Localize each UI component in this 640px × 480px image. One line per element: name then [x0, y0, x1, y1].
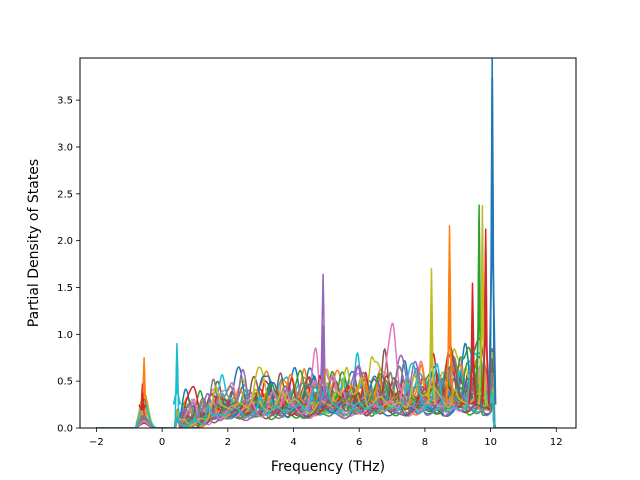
peak-line [318, 324, 328, 405]
peak-line [488, 77, 497, 405]
peak-line [427, 288, 436, 405]
y-tick-label: 0.0 [57, 424, 73, 435]
x-axis-ticks: −2 0 2 4 6 8 10 12 [89, 428, 563, 448]
series-layer [96, 58, 557, 428]
x-tick-label: 12 [550, 437, 563, 448]
y-tick-label: 1.5 [57, 283, 73, 294]
series-line [96, 347, 557, 428]
y-tick-label: 2.5 [57, 189, 73, 200]
y-tick-label: 2.0 [57, 236, 73, 247]
x-tick-label: 0 [159, 437, 165, 448]
x-tick-label: 10 [484, 437, 497, 448]
x-axis-title: Frequency (THz) [271, 459, 385, 475]
x-tick-label: −2 [89, 437, 104, 448]
y-tick-label: 1.0 [57, 330, 73, 341]
x-tick-label: 8 [422, 437, 428, 448]
x-tick-label: 4 [290, 437, 296, 448]
plot-frame [79, 57, 577, 429]
y-tick-label: 0.5 [57, 377, 73, 388]
peak-line [445, 246, 454, 405]
y-tick-label: 3.0 [57, 142, 73, 153]
peak-line [468, 306, 477, 405]
peak-line [172, 356, 182, 405]
peak-line [481, 249, 490, 405]
x-tick-label: 2 [225, 437, 231, 448]
y-axis-ticks: 0.0 0.5 1.0 1.5 2.0 2.5 3.0 3.5 [57, 96, 80, 435]
y-tick-label: 3.5 [57, 96, 73, 107]
x-tick-label: 6 [356, 437, 362, 448]
y-axis-title: Partial Density of States [26, 159, 42, 327]
series-line [96, 369, 557, 428]
peak-line [138, 392, 147, 411]
